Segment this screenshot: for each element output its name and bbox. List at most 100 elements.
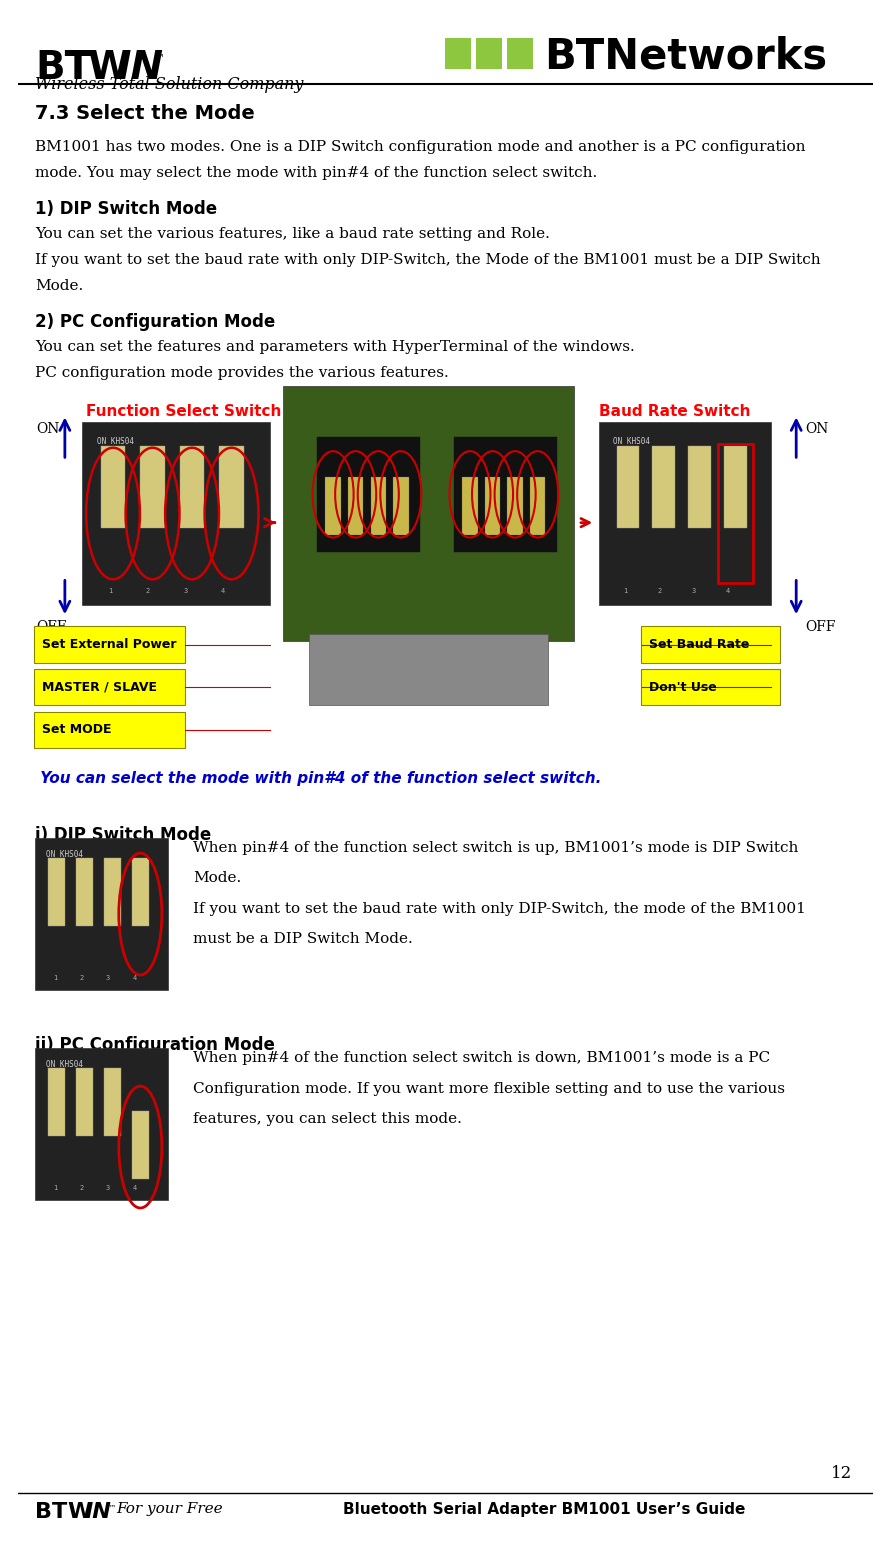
Text: 4: 4 [132,1186,136,1192]
FancyBboxPatch shape [132,1111,149,1179]
FancyBboxPatch shape [101,446,126,528]
Text: OFF: OFF [805,620,835,634]
Text: 2: 2 [658,587,661,594]
FancyBboxPatch shape [485,477,500,535]
Text: 2: 2 [79,974,84,981]
FancyBboxPatch shape [446,39,471,68]
Text: Function Select Switch: Function Select Switch [86,404,282,420]
Text: 3: 3 [106,1186,110,1192]
Text: 1: 1 [53,974,57,981]
Text: 3: 3 [106,974,110,981]
Text: Bluetooth Serial Adapter BM1001 User’s Guide: Bluetooth Serial Adapter BM1001 User’s G… [343,1501,745,1517]
Text: ™: ™ [108,1503,116,1512]
Text: Configuration mode. If you want more flexible setting and to use the various: Configuration mode. If you want more fle… [193,1082,785,1096]
Text: ON KHS04: ON KHS04 [613,437,650,446]
FancyBboxPatch shape [642,668,780,706]
Text: 3: 3 [691,587,696,594]
Text: If you want to set the baud rate with only DIP-Switch, the mode of the BM1001: If you want to set the baud rate with on… [193,901,806,915]
FancyBboxPatch shape [104,1068,121,1136]
Text: 3: 3 [184,587,188,594]
Text: features, you can select this mode.: features, you can select this mode. [193,1113,462,1127]
Text: 2) PC Configuration Mode: 2) PC Configuration Mode [35,312,275,331]
FancyBboxPatch shape [219,446,244,528]
Text: Baud Rate Switch: Baud Rate Switch [600,404,751,420]
FancyBboxPatch shape [76,1068,94,1136]
Text: 12: 12 [830,1465,852,1483]
Text: OFF: OFF [37,620,67,634]
FancyBboxPatch shape [325,477,340,535]
Text: ON: ON [805,423,828,437]
FancyBboxPatch shape [132,858,149,926]
Text: 1: 1 [108,587,112,594]
Text: PC configuration mode provides the various features.: PC configuration mode provides the vario… [35,365,449,379]
Text: 1: 1 [623,587,627,594]
FancyBboxPatch shape [34,668,185,706]
Text: For your Free: For your Free [116,1501,223,1515]
Text: 1: 1 [53,1186,57,1192]
Text: ON KHS04: ON KHS04 [97,437,134,446]
FancyBboxPatch shape [642,626,780,664]
FancyBboxPatch shape [76,858,94,926]
FancyBboxPatch shape [617,446,639,528]
Text: You can select the mode with pin#4 of the function select switch.: You can select the mode with pin#4 of th… [35,771,601,786]
FancyBboxPatch shape [724,446,747,528]
FancyBboxPatch shape [507,39,533,68]
Text: 4: 4 [132,974,136,981]
Text: ON: ON [37,423,60,437]
Text: Don't Use: Don't Use [649,681,717,693]
FancyBboxPatch shape [82,423,270,605]
FancyBboxPatch shape [454,437,557,552]
Text: When pin#4 of the function select switch is up, BM1001’s mode is DIP Switch: When pin#4 of the function select switch… [193,841,798,855]
Text: BT: BT [35,50,91,87]
FancyBboxPatch shape [180,446,204,528]
Text: W: W [88,50,131,87]
Text: ™: ™ [153,54,164,64]
Text: Wireless Total Solution Company: Wireless Total Solution Company [35,76,303,93]
FancyBboxPatch shape [348,477,364,535]
Text: 4: 4 [725,587,730,594]
Text: 1) DIP Switch Mode: 1) DIP Switch Mode [35,200,217,218]
FancyBboxPatch shape [652,446,674,528]
FancyBboxPatch shape [600,423,771,605]
Text: 2: 2 [146,587,150,594]
Text: Set MODE: Set MODE [42,723,111,737]
Text: 7.3 Select the Mode: 7.3 Select the Mode [35,104,255,123]
Text: You can set the features and parameters with HyperTerminal of the windows.: You can set the features and parameters … [35,340,634,354]
Text: Mode.: Mode. [193,872,241,886]
FancyBboxPatch shape [283,385,574,642]
Text: 4: 4 [221,587,225,594]
FancyBboxPatch shape [140,446,165,528]
FancyBboxPatch shape [35,1047,168,1200]
Text: W: W [68,1501,92,1521]
Text: ii) PC Configuration Mode: ii) PC Configuration Mode [35,1037,274,1054]
Text: BM1001 has two modes. One is a DIP Switch configuration mode and another is a PC: BM1001 has two modes. One is a DIP Switc… [35,140,805,154]
Text: Mode.: Mode. [35,280,83,294]
Text: 2: 2 [79,1186,84,1192]
FancyBboxPatch shape [48,858,65,926]
Text: You can set the various features, like a baud rate setting and Role.: You can set the various features, like a… [35,227,550,241]
FancyBboxPatch shape [371,477,386,535]
FancyBboxPatch shape [530,477,545,535]
FancyBboxPatch shape [34,712,185,747]
Text: IN: IN [85,1501,111,1521]
FancyBboxPatch shape [477,39,502,68]
FancyBboxPatch shape [689,446,711,528]
FancyBboxPatch shape [508,477,523,535]
FancyBboxPatch shape [462,477,478,535]
FancyBboxPatch shape [308,634,548,706]
Text: i) DIP Switch Mode: i) DIP Switch Mode [35,825,211,844]
Text: BT: BT [35,1501,67,1521]
Text: If you want to set the baud rate with only DIP-Switch, the Mode of the BM1001 mu: If you want to set the baud rate with on… [35,253,821,267]
FancyBboxPatch shape [104,858,121,926]
Text: BTNetworks: BTNetworks [544,36,827,78]
FancyBboxPatch shape [317,437,420,552]
Text: MASTER / SLAVE: MASTER / SLAVE [42,681,157,693]
Text: mode. You may select the mode with pin#4 of the function select switch.: mode. You may select the mode with pin#4… [35,166,597,180]
Text: ON KHS04: ON KHS04 [45,850,83,859]
Text: ON KHS04: ON KHS04 [45,1060,83,1069]
Text: must be a DIP Switch Mode.: must be a DIP Switch Mode. [193,932,413,946]
Text: Set External Power: Set External Power [42,639,176,651]
Text: IN: IN [116,50,163,87]
Text: When pin#4 of the function select switch is down, BM1001’s mode is a PC: When pin#4 of the function select switch… [193,1051,771,1064]
Text: Set Baud Rate: Set Baud Rate [649,639,749,651]
